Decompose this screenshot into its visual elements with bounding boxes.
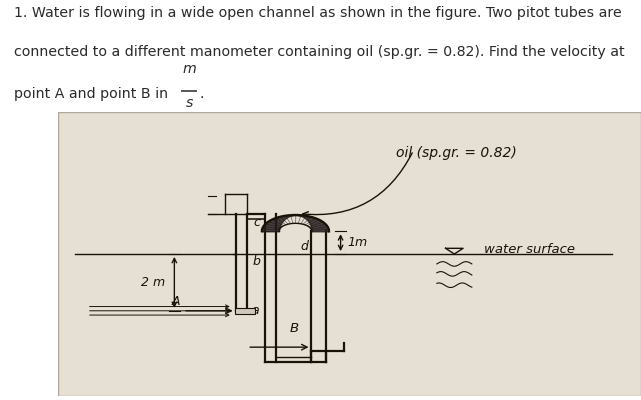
Text: m: m [182, 62, 196, 76]
Text: s: s [185, 96, 193, 110]
Text: point A and point B in: point A and point B in [14, 87, 172, 101]
Text: c: c [253, 216, 260, 229]
Bar [235, 308, 255, 314]
Text: 2 m: 2 m [142, 276, 165, 289]
Text: .: . [199, 87, 204, 101]
Text: A: A [172, 295, 180, 308]
Text: oil (sp.gr. = 0.82): oil (sp.gr. = 0.82) [396, 146, 517, 160]
Text: 1m: 1m [347, 236, 368, 249]
Text: 1. Water is flowing in a wide open channel as shown in the figure. Two pitot tub: 1. Water is flowing in a wide open chann… [14, 6, 622, 20]
Text: b: b [252, 256, 260, 268]
Text: water surface: water surface [483, 243, 574, 256]
Text: d: d [301, 240, 308, 252]
Text: connected to a different manometer containing oil (sp.gr. = 0.82). Find the velo: connected to a different manometer conta… [14, 45, 625, 59]
Text: a: a [252, 304, 260, 317]
Text: B: B [289, 322, 299, 335]
